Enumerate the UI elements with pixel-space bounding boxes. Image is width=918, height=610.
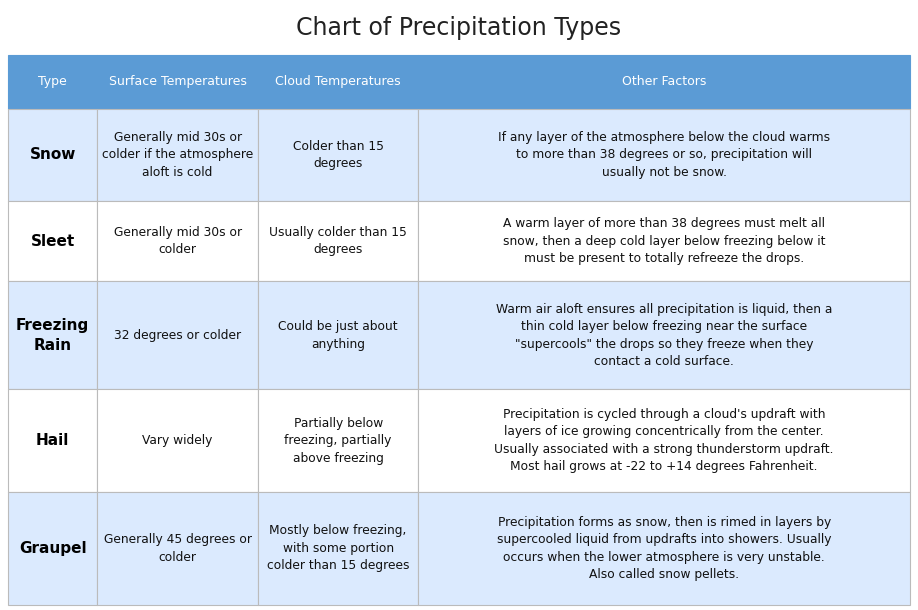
Text: Generally mid 30s or
colder if the atmosphere
aloft is cold: Generally mid 30s or colder if the atmos… [102,131,253,179]
Text: Could be just about
anything: Could be just about anything [278,320,397,351]
Text: Hail: Hail [36,433,70,448]
Text: Usually colder than 15
degrees: Usually colder than 15 degrees [269,226,407,256]
Text: Surface Temperatures: Surface Temperatures [108,76,247,88]
Text: Precipitation is cycled through a cloud's updraft with
layers of ice growing con: Precipitation is cycled through a cloud'… [495,408,834,473]
Bar [258,389,419,492]
Bar [97,492,258,605]
Text: Cloud Temperatures: Cloud Temperatures [275,76,401,88]
Text: A warm layer of more than 38 degrees must melt all
snow, then a deep cold layer : A warm layer of more than 38 degrees mus… [503,217,825,265]
Text: Generally mid 30s or
colder: Generally mid 30s or colder [114,226,241,256]
Bar [419,281,910,389]
Bar [8,55,97,109]
Text: Freezing
Rain: Freezing Rain [16,318,89,353]
Bar [8,389,97,492]
Bar [419,109,910,201]
Bar [8,109,97,201]
Text: Chart of Precipitation Types: Chart of Precipitation Types [297,16,621,40]
Bar [258,281,419,389]
Text: Type: Type [39,76,67,88]
Bar [97,201,258,281]
Bar [419,389,910,492]
Text: Precipitation forms as snow, then is rimed in layers by
supercooled liquid from : Precipitation forms as snow, then is rim… [497,515,832,581]
Text: Mostly below freezing,
with some portion
colder than 15 degrees: Mostly below freezing, with some portion… [267,525,409,572]
Text: Warm air aloft ensures all precipitation is liquid, then a
thin cold layer below: Warm air aloft ensures all precipitation… [496,303,833,368]
Text: 32 degrees or colder: 32 degrees or colder [114,329,241,342]
Text: If any layer of the atmosphere below the cloud warms
to more than 38 degrees or : If any layer of the atmosphere below the… [498,131,830,179]
Text: Generally 45 degrees or
colder: Generally 45 degrees or colder [104,533,252,564]
Bar [258,55,419,109]
Bar [8,492,97,605]
Text: Sleet: Sleet [30,234,74,248]
Bar [8,201,97,281]
Bar [419,492,910,605]
Bar [97,281,258,389]
Text: Partially below
freezing, partially
above freezing: Partially below freezing, partially abov… [285,417,392,465]
Bar [97,389,258,492]
Bar [258,109,419,201]
Bar [97,109,258,201]
Text: Other Factors: Other Factors [622,76,706,88]
Text: Graupel: Graupel [19,541,86,556]
Bar [8,281,97,389]
Bar [419,201,910,281]
Bar [258,201,419,281]
Bar [419,55,910,109]
Text: Colder than 15
degrees: Colder than 15 degrees [293,140,384,170]
Text: Snow: Snow [29,147,76,162]
Text: Vary widely: Vary widely [142,434,213,447]
Bar [97,55,258,109]
Bar [258,492,419,605]
